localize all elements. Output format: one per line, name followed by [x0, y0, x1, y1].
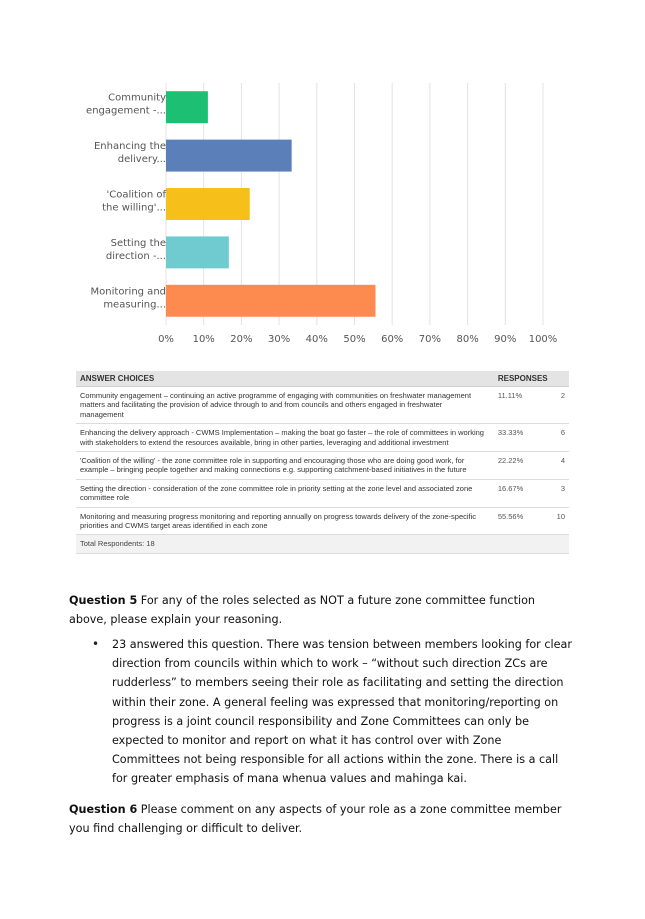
table-row: Setting the direction - consideration of…: [76, 479, 569, 508]
response-percent: 55.56%: [493, 507, 542, 536]
table-row: Monitoring and measuring progress monito…: [76, 507, 569, 536]
x-tick-label: 80%: [456, 334, 478, 345]
answer-choices-header: ANSWER CHOICES: [76, 371, 494, 387]
response-count: 6: [541, 423, 569, 453]
table-header-row: ANSWER CHOICES RESPONSES: [76, 371, 569, 387]
x-tick-label: 40%: [306, 334, 328, 345]
x-tick-label: 70%: [419, 334, 441, 345]
category-label: Enhancing the delivery...: [94, 141, 166, 165]
chart-grid: [165, 83, 544, 325]
question-6-text: Please comment on any aspects of your ro…: [69, 803, 562, 835]
chart-x-ticks: 0% 10% 20% 30% 40% 50% 60% 70% 80% 90% 100%: [158, 334, 557, 345]
x-tick-label: 0%: [158, 334, 174, 345]
question-5-paragraph: Question 5 For any of the roles selected…: [69, 591, 569, 629]
question-5-text: For any of the roles selected as NOT a f…: [69, 594, 536, 626]
bullet-icon: •: [92, 637, 100, 651]
response-count: 10: [541, 507, 569, 536]
table-row: 'Coalition of the willing' - the zone co…: [76, 451, 569, 480]
x-tick-label: 20%: [230, 334, 252, 345]
response-percent: 16.67%: [493, 479, 542, 508]
category-label: 'Coalition of the willing'...: [102, 190, 166, 214]
bar: [166, 236, 229, 269]
table-row: Community engagement – continuing an act…: [76, 386, 569, 425]
chart-bars: [166, 91, 376, 317]
x-tick-label: 90%: [494, 334, 516, 345]
bar: [166, 91, 208, 124]
bar: [166, 139, 292, 172]
total-respondents: Total Respondents: 18: [76, 534, 569, 554]
response-count: 3: [541, 479, 569, 508]
bar: [166, 284, 376, 317]
answer-choice-text: Enhancing the delivery approach - CWMS I…: [76, 423, 494, 453]
answer-choice-text: 'Coalition of the willing' - the zone co…: [76, 451, 494, 480]
responses-header: RESPONSES: [493, 371, 569, 387]
total-respondents-row: Total Respondents: 18: [76, 534, 569, 554]
answer-choice-text: Monitoring and measuring progress monito…: [76, 507, 494, 536]
response-count: 2: [541, 386, 569, 425]
x-tick-label: 60%: [381, 334, 403, 345]
category-label: Community engagement -...: [86, 93, 166, 117]
chart-category-labels: Community engagement -... Enhancing the del…: [86, 93, 166, 311]
question-5-label: Question 5: [69, 594, 138, 607]
x-tick-label: 50%: [343, 334, 365, 345]
x-tick-label: 10%: [193, 334, 215, 345]
response-percent: 11.11%: [493, 386, 542, 425]
response-count: 4: [541, 451, 569, 480]
response-percent: 33.33%: [493, 423, 542, 453]
category-label: Monitoring and measuring...: [91, 286, 166, 310]
response-percent: 22.22%: [493, 451, 542, 480]
question-6-paragraph: Question 6 Please comment on any aspects…: [69, 800, 569, 838]
category-label: Setting the direction -...: [106, 238, 166, 262]
answer-choices-table: ANSWER CHOICES RESPONSES Community engag…: [76, 371, 569, 554]
x-tick-label: 100%: [529, 334, 558, 345]
x-tick-label: 30%: [268, 334, 290, 345]
answer-choice-text: Setting the direction - consideration of…: [76, 479, 494, 508]
bar: [166, 188, 250, 220]
question-6-label: Question 6: [69, 803, 138, 816]
answer-choice-text: Community engagement – continuing an act…: [76, 386, 494, 425]
survey-bar-chart: Community engagement -... Enhancing the del…: [86, 83, 557, 345]
question-5-summary-bullet: 23 answered this question. There was ten…: [112, 638, 572, 786]
table-row: Enhancing the delivery approach - CWMS I…: [76, 423, 569, 453]
